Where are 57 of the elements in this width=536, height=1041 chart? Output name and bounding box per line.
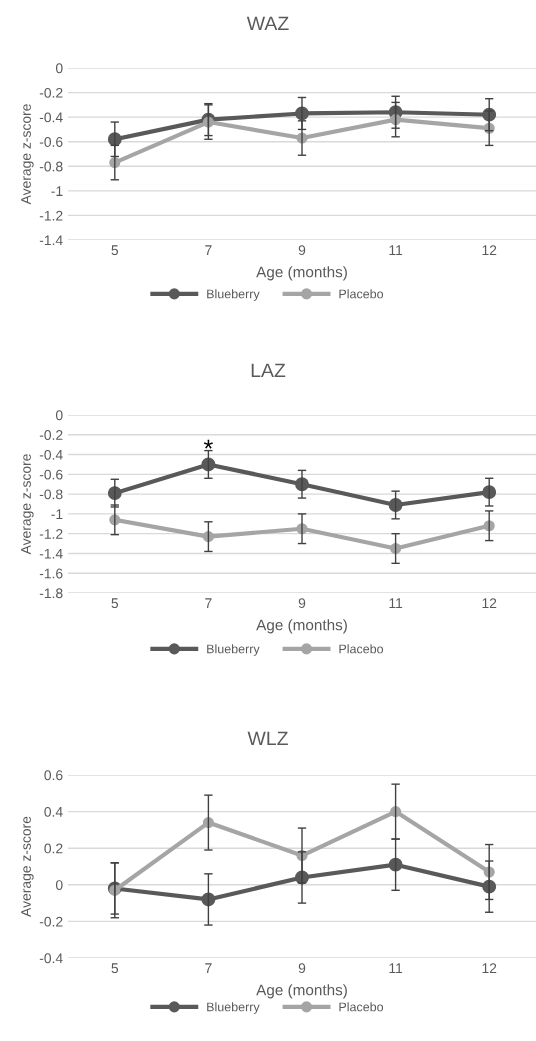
y-tick-label: -0.8: [39, 489, 63, 500]
x-tick-label: 12: [482, 963, 497, 973]
x-tick-label: 9: [298, 963, 306, 974]
y-tick-label: -0.8: [39, 161, 63, 172]
y-tick-label: 0: [55, 880, 63, 890]
x-tick-label: 7: [205, 963, 212, 973]
y-tick-label: -1.2: [39, 210, 63, 221]
y-tick-label: -0.2: [39, 916, 63, 927]
y-tick-label: 0: [55, 410, 63, 421]
y-tick-label: 0: [55, 63, 63, 74]
y-tick-label: -0.4: [39, 953, 63, 964]
annotation: *: [203, 439, 213, 449]
x-tick-label: 5: [111, 245, 119, 256]
x-tick-label: 5: [111, 598, 119, 609]
chart-title: LAZ: [251, 363, 286, 378]
x-axis-title: Age (months): [256, 266, 347, 281]
point: [482, 485, 497, 500]
legend-label: Blueberry: [207, 1002, 260, 1014]
x-tick-label: 7: [205, 245, 212, 255]
legend-label: Blueberry: [207, 644, 260, 656]
x-tick-label: 11: [389, 245, 403, 255]
x-tick-label: 12: [482, 245, 497, 255]
legend-label: Placebo: [339, 289, 384, 299]
x-tick-label: 7: [205, 598, 212, 608]
y-axis-title: Average z-score: [21, 816, 34, 917]
x-tick-label: 12: [482, 598, 497, 608]
y-tick-label: -0.6: [39, 469, 63, 480]
y-tick-label: -0.6: [39, 137, 63, 147]
y-axis-title: Average z-score: [21, 454, 34, 555]
y-tick-label: 0.6: [44, 770, 63, 781]
point: [107, 486, 122, 501]
y-tick-label: 0.2: [44, 843, 63, 854]
x-axis-title: Age (months): [256, 619, 347, 634]
y-tick-label: -0.4: [39, 449, 63, 460]
y-tick-label: -1.4: [39, 235, 63, 246]
x-tick-label: 9: [298, 598, 306, 609]
x-axis-title: Age (months): [256, 984, 347, 999]
x-tick-label: 11: [389, 963, 403, 973]
chart-title: WLZ: [247, 731, 288, 746]
y-tick-label: -1.4: [39, 548, 63, 559]
y-tick-label: -1.6: [39, 568, 63, 579]
y-tick-label: -1.2: [39, 529, 63, 539]
x-tick-label: 5: [111, 963, 119, 974]
chart-title: WAZ: [246, 16, 289, 31]
y-tick-label: -0.2: [39, 87, 63, 98]
y-tick-label: -0.4: [39, 112, 63, 123]
y-tick-label: 0.4: [44, 806, 63, 817]
y-tick-label: -1.8: [39, 588, 63, 599]
y-tick-label: -0.2: [39, 430, 63, 440]
y-axis-title: Average z-score: [21, 104, 34, 205]
x-tick-label: 11: [389, 598, 403, 608]
x-tick-label: 9: [298, 245, 306, 256]
y-tick-label: -1: [51, 186, 63, 196]
y-tick-label: -1: [51, 509, 63, 519]
legend-label: Blueberry: [207, 289, 260, 301]
legend-label: Placebo: [339, 644, 384, 654]
legend-label: Placebo: [339, 1002, 384, 1012]
